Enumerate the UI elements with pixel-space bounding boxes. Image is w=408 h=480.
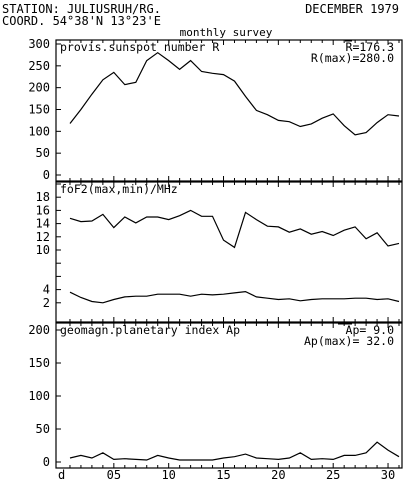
y-tick-label: 50 (36, 146, 50, 160)
y-tick-label: 200 (28, 81, 50, 95)
y-tick-label: 250 (28, 59, 50, 73)
panel-1: 0 50 100 150 200 250 300 provis.sunspot number … (28, 37, 403, 182)
y-tick-label: 50 (36, 422, 50, 436)
y-tick-label: 18 (36, 190, 50, 204)
x-tick-label: 30 (381, 468, 395, 480)
panel-frame (55, 181, 403, 323)
x-tick-label: 10 (161, 468, 175, 480)
x-tick-label: 25 (326, 468, 340, 480)
y-tick-label: 4 (43, 283, 50, 297)
y-tick-label: 150 (28, 356, 50, 370)
series-line-2 (69, 290, 400, 304)
panel-3: 0 50 100 150 200 geomagn.planetary index Ap Ap… (28, 322, 403, 469)
y-tick-label: 300 (28, 37, 50, 51)
y-tick-label: 0 (43, 168, 50, 182)
panel-stat: Ap= 9.0 (346, 323, 395, 337)
y-tick-label: 100 (28, 124, 50, 138)
panel-title: provis.sunspot number R (60, 40, 219, 54)
x-tick-label: 05 (107, 468, 121, 480)
y-tick-label: 100 (28, 389, 50, 403)
panel-frame (55, 39, 403, 182)
y-tick-label: 200 (28, 323, 50, 337)
y-tick-label: 12 (36, 230, 50, 244)
x-tick-label: 20 (271, 468, 285, 480)
series-line-1 (69, 209, 400, 249)
y-tick-label: 0 (43, 455, 50, 469)
survey-subtitle: monthly survey (180, 26, 273, 39)
date-label: DECEMBER 1979 (305, 2, 399, 16)
y-tick-label: 14 (36, 217, 50, 231)
x-tick-label: 15 (216, 468, 230, 480)
panel-title: foF2(max,min)/MHz (60, 182, 178, 196)
station-label: STATION: JULIUSRUH/RG. (2, 2, 161, 16)
y-tick-label: 2 (43, 296, 50, 310)
x-axis-labels: d 05 10 15 20 25 30 (58, 468, 395, 480)
series-line-1 (69, 51, 400, 136)
panel-stat: R=176.3 (346, 40, 395, 54)
coord-label: COORD. 54°38'N 13°23'E (2, 14, 161, 28)
x-tick-label: d (58, 468, 65, 480)
y-tick-label: 150 (28, 103, 50, 117)
y-tick-label: 10 (36, 243, 50, 257)
series-line-1 (69, 441, 400, 461)
header: STATION: JULIUSRUH/RG. COORD. 54°38'N 13… (2, 2, 399, 39)
panel-stat: R(max)=280.0 (311, 51, 394, 65)
y-tick-label: 16 (36, 203, 50, 217)
panel-title: geomagn.planetary index Ap (60, 323, 240, 337)
panel-stat: Ap(max)= 32.0 (304, 334, 394, 348)
